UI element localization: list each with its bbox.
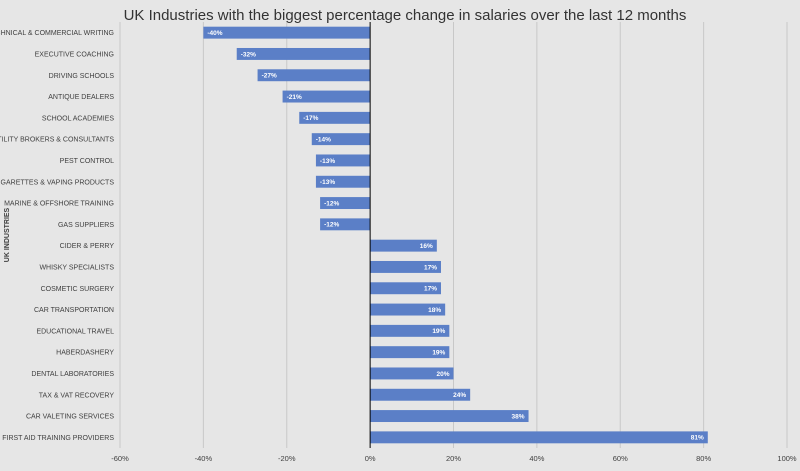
- category-label: EXECUTIVE COACHING: [35, 51, 114, 58]
- grid-lines: [119, 22, 788, 448]
- data-label: -21%: [287, 94, 302, 101]
- bar: [257, 69, 371, 82]
- category-label: EDUCATIONAL TRAVEL: [36, 328, 114, 335]
- bar: [370, 260, 441, 273]
- category-labels: TECHNICAL & COMMERCIAL WRITING EXECUTIVE …: [0, 30, 114, 442]
- x-tick-label: 80%: [696, 454, 711, 463]
- category-label: GAS SUPPLIERS: [58, 222, 114, 229]
- data-label: -17%: [303, 115, 318, 122]
- x-tick-label: 0%: [365, 454, 376, 463]
- x-tick-labels: -60% -40% -20% 0% 20% 40% 60% 80% 100%: [111, 454, 797, 463]
- x-tick-label: -40%: [195, 454, 213, 463]
- category-label: MARINE & OFFSHORE TRAINING: [4, 201, 114, 208]
- y-axis-label: UK INDUSTRIES: [4, 207, 11, 262]
- bars: [203, 26, 708, 444]
- category-label: PEST CONTROL: [60, 158, 114, 165]
- category-label: CIDER & PERRY: [60, 243, 115, 250]
- bar: [320, 218, 371, 231]
- x-tick-label: 20%: [446, 454, 461, 463]
- data-label: -14%: [316, 136, 331, 143]
- data-label: 38%: [512, 413, 525, 420]
- data-label: 81%: [691, 435, 704, 442]
- data-label: 18%: [428, 307, 441, 314]
- bar: [315, 154, 371, 167]
- data-label: -13%: [320, 179, 335, 186]
- category-label: DRIVING SCHOOLS: [49, 73, 115, 80]
- x-tick-label: -60%: [111, 454, 129, 463]
- x-tick-label: -20%: [278, 454, 296, 463]
- data-label: 16%: [420, 243, 433, 250]
- data-label: -40%: [207, 30, 222, 37]
- bar: [370, 239, 437, 252]
- bar: [370, 431, 708, 444]
- data-label: -13%: [320, 158, 335, 165]
- data-label: -12%: [324, 200, 339, 207]
- category-label: UTILITY BROKERS & CONSULTANTS: [0, 137, 114, 144]
- bar: [315, 175, 371, 188]
- data-label: -27%: [262, 73, 277, 80]
- bar: [311, 133, 371, 146]
- data-label: 17%: [424, 264, 437, 271]
- x-tick-label: 40%: [529, 454, 544, 463]
- value-labels: -40% -32% -27% -21% -17% -14% -13% -13% -12% -12%…: [207, 30, 704, 442]
- data-label: 20%: [436, 371, 449, 378]
- bar: [320, 197, 371, 210]
- category-label: SCHOOL ACADEMIES: [42, 115, 114, 122]
- x-tick-label: 100%: [777, 454, 797, 463]
- data-label: -12%: [324, 222, 339, 229]
- category-label: HABERDASHERY: [56, 350, 114, 357]
- category-label: TECHNICAL & COMMERCIAL WRITING: [0, 30, 114, 37]
- category-label: COSMETIC SURGERY: [41, 286, 115, 293]
- bar: [370, 282, 441, 295]
- x-tick-label: 60%: [613, 454, 628, 463]
- category-label: CAR VALETING SERVICES: [26, 414, 114, 421]
- category-label: TAX & VAT RECOVERY: [39, 392, 115, 399]
- category-label: DENTAL LABORATORIES: [31, 371, 114, 378]
- chart-title: UK Industries with the biggest percentag…: [124, 7, 687, 24]
- bar: [370, 346, 450, 359]
- bar: [370, 367, 454, 380]
- bar: [370, 410, 529, 423]
- bar: [282, 90, 371, 103]
- category-label: CAR TRANSPORTATION: [34, 307, 114, 314]
- bar: [299, 111, 371, 124]
- bar: [370, 324, 450, 337]
- category-label: FIRST AID TRAINING PROVIDERS: [2, 435, 114, 442]
- data-label: 19%: [432, 328, 445, 335]
- bar: [203, 26, 371, 39]
- bar: [370, 303, 446, 316]
- bar: [236, 47, 371, 60]
- category-label: ANTIQUE DEALERS: [48, 94, 114, 101]
- data-label: 17%: [424, 286, 437, 293]
- data-label: -32%: [241, 51, 256, 58]
- data-label: 24%: [453, 392, 466, 399]
- data-label: 19%: [432, 349, 445, 356]
- bar: [370, 388, 471, 401]
- category-label: E-CIGARETTES & VAPING PRODUCTS: [0, 179, 114, 186]
- category-label: WHISKY SPECIALISTS: [39, 264, 114, 271]
